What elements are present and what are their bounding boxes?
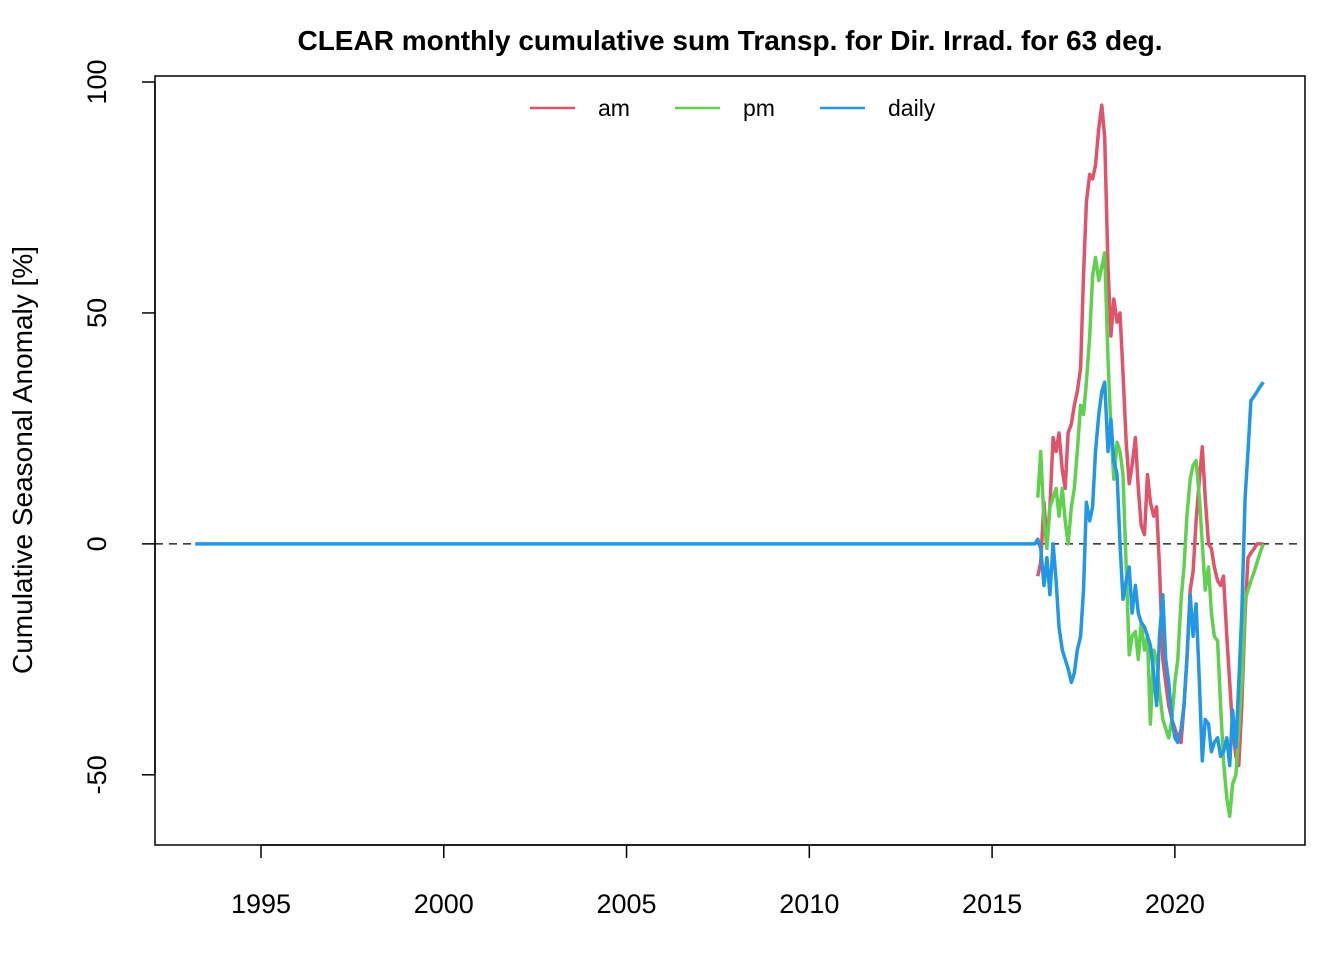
legend-label: daily [888, 95, 936, 121]
x-tick-label: 2020 [1145, 889, 1205, 919]
x-tick-label: 1995 [231, 889, 291, 919]
y-tick-label: 100 [82, 59, 112, 104]
series-line [1036, 251, 1265, 819]
x-tick-label: 2010 [779, 889, 839, 919]
series-line [195, 380, 1265, 768]
x-tick-label: 2005 [597, 889, 657, 919]
y-axis-label: Cumulative Seasonal Anomaly [%] [7, 246, 38, 674]
y-tick-label: 50 [82, 298, 112, 328]
legend-label: am [598, 95, 630, 121]
chart-title: CLEAR monthly cumulative sum Transp. for… [297, 25, 1162, 56]
x-tick-label: 2015 [962, 889, 1022, 919]
legend-label: pm [743, 95, 775, 121]
x-tick-label: 2000 [414, 889, 474, 919]
y-tick-label: 0 [82, 536, 112, 551]
series-line [1036, 103, 1264, 768]
y-tick-label: -50 [82, 755, 112, 794]
